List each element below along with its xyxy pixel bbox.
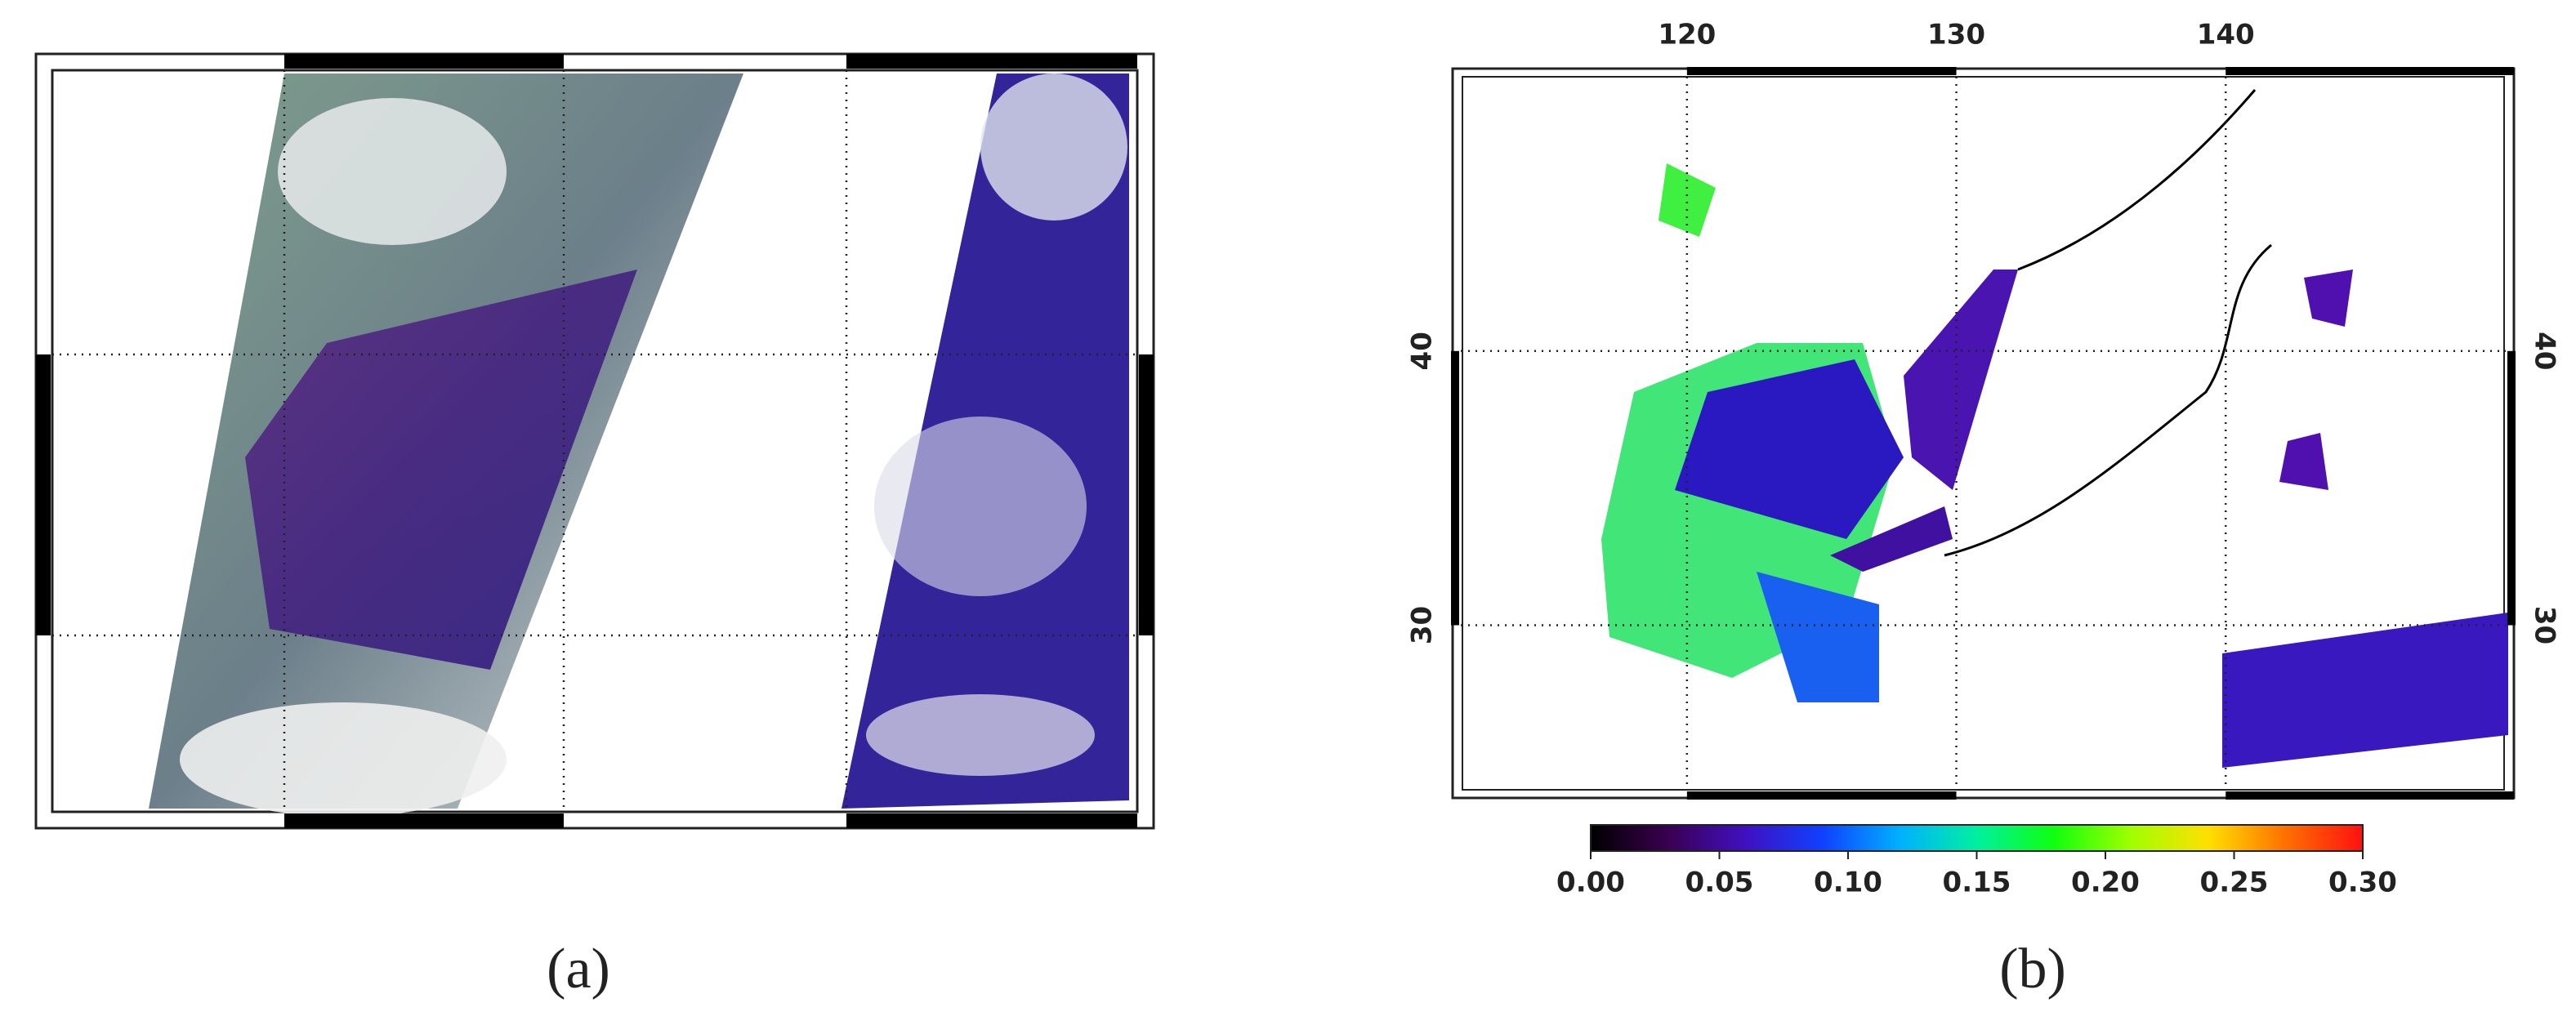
colorbar-tick-label: 0.30: [2328, 867, 2397, 899]
panel-a: (a): [34, 52, 1155, 1000]
frame-bar: [1451, 350, 1459, 626]
lat-tick-label: 40: [1406, 332, 1439, 370]
colorbar: [1590, 824, 2364, 852]
panel-b: [1451, 67, 2516, 800]
colorbar-tick-label: 0.00: [1556, 867, 1625, 899]
colorbar-tick-label: 0.05: [1685, 867, 1754, 899]
lat-tick-label: 30: [1406, 606, 1439, 644]
colorbar-tick-label: 0.25: [2200, 867, 2269, 899]
lon-tick-label: 130: [1927, 19, 1985, 51]
lon-tick-label: 140: [2197, 19, 2255, 51]
frame-bar: [1686, 791, 1957, 800]
lat-tick-label: 40: [2529, 332, 2561, 370]
colorbar-tick-label: 0.15: [1943, 867, 2011, 899]
frame-bar: [2507, 350, 2516, 626]
colorbar-tick-label: 0.20: [2071, 867, 2140, 899]
lon-tick-label: 120: [1658, 19, 1716, 51]
frame-bar: [1686, 67, 1957, 75]
panel-label: (b): [1999, 938, 2066, 1000]
panel-label: (a): [547, 938, 610, 1000]
lat-tick-label: 30: [2529, 606, 2561, 644]
colorbar-tick-label: 0.10: [1814, 867, 1882, 899]
frame-bar: [2226, 67, 2514, 75]
frame-bar: [2226, 791, 2514, 800]
